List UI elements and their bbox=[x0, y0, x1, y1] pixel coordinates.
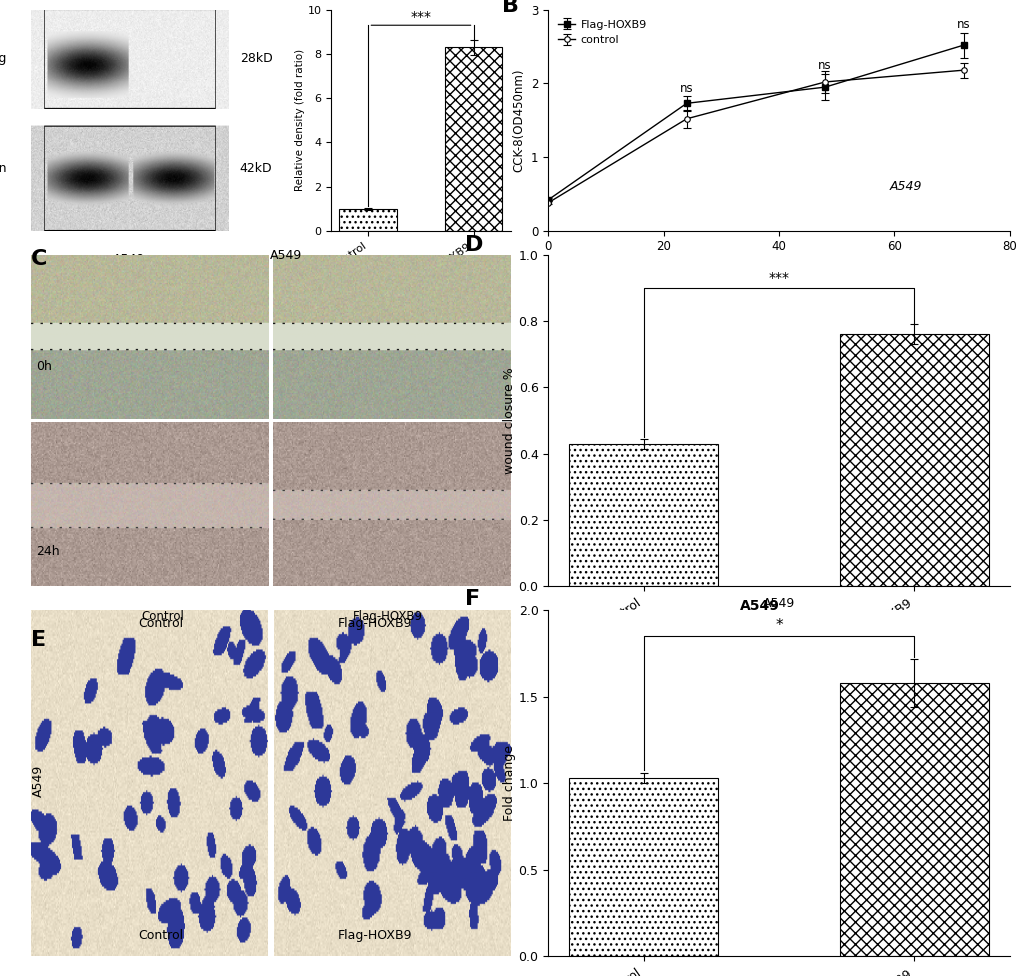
Text: *: * bbox=[774, 618, 782, 632]
Text: ***: *** bbox=[767, 270, 789, 285]
Y-axis label: CCK-8(OD450nm): CCK-8(OD450nm) bbox=[512, 68, 525, 172]
Text: A549: A549 bbox=[739, 599, 780, 613]
Text: A549: A549 bbox=[113, 253, 145, 265]
Text: D: D bbox=[465, 235, 483, 255]
Text: A549: A549 bbox=[33, 764, 45, 797]
Bar bbox=[569, 778, 717, 956]
Text: Flag-HOXB9: Flag-HOXB9 bbox=[353, 610, 422, 623]
Text: ns: ns bbox=[680, 82, 693, 95]
Bar bbox=[444, 47, 502, 230]
Text: 24h: 24h bbox=[36, 545, 59, 558]
Bar bbox=[839, 335, 987, 587]
Text: A549: A549 bbox=[269, 249, 302, 262]
Text: ***: *** bbox=[410, 10, 431, 24]
Text: C: C bbox=[31, 249, 47, 268]
Text: 0h: 0h bbox=[36, 359, 52, 373]
Text: Control: Control bbox=[142, 610, 184, 623]
Text: 28kD: 28kD bbox=[239, 52, 272, 64]
Title: A549: A549 bbox=[762, 597, 795, 610]
Bar bbox=[339, 209, 397, 230]
Y-axis label: wound closure %: wound closure % bbox=[502, 367, 516, 474]
Legend: Flag-HOXB9, control: Flag-HOXB9, control bbox=[553, 16, 650, 50]
Text: B: B bbox=[501, 0, 519, 17]
Text: Control: Control bbox=[139, 617, 183, 630]
Text: Control: Control bbox=[139, 929, 183, 942]
Text: β-actin: β-actin bbox=[0, 162, 7, 176]
Text: Flag-HOXB9: Flag-HOXB9 bbox=[337, 929, 413, 942]
Text: ns: ns bbox=[956, 19, 969, 31]
Y-axis label: Fold change: Fold change bbox=[502, 746, 516, 822]
Text: E: E bbox=[31, 630, 46, 649]
Text: Flag: Flag bbox=[0, 52, 7, 64]
Y-axis label: Relative density (fold ratio): Relative density (fold ratio) bbox=[294, 49, 305, 191]
Text: ns: ns bbox=[817, 60, 832, 72]
Text: 42kD: 42kD bbox=[239, 162, 272, 176]
Text: F: F bbox=[465, 590, 480, 609]
X-axis label: Time(hours): Time(hours) bbox=[741, 259, 816, 272]
Text: A549: A549 bbox=[889, 181, 921, 193]
Bar bbox=[569, 444, 717, 587]
Bar bbox=[839, 683, 987, 956]
Text: Flag-HOXB9: Flag-HOXB9 bbox=[337, 617, 413, 630]
